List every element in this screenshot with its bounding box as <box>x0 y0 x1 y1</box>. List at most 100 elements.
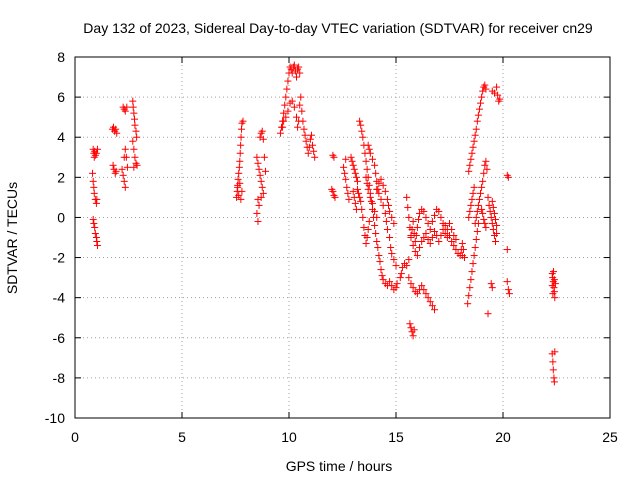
data-point <box>424 294 432 302</box>
x-tick-label: 5 <box>178 429 186 445</box>
data-point <box>93 145 101 153</box>
data-point <box>503 246 511 254</box>
data-point <box>118 165 126 173</box>
y-tick-label: 2 <box>57 169 65 185</box>
data-point <box>472 213 480 221</box>
data-point <box>284 107 292 115</box>
data-point <box>122 153 130 161</box>
data-point <box>437 213 445 221</box>
data-point <box>235 169 243 177</box>
data-point <box>477 189 485 197</box>
data-point <box>375 179 383 187</box>
data-point <box>377 175 385 183</box>
data-point <box>492 238 500 246</box>
data-point <box>464 300 472 308</box>
data-point <box>234 175 242 183</box>
data-point <box>371 161 379 169</box>
data-point <box>378 272 386 280</box>
data-point <box>345 195 353 203</box>
data-point <box>481 161 489 169</box>
data-point <box>479 177 487 185</box>
data-point <box>349 161 357 169</box>
data-point <box>470 252 478 260</box>
data-point <box>123 103 131 111</box>
data-point <box>330 153 338 161</box>
data-point <box>551 348 559 356</box>
data-point <box>431 306 439 314</box>
data-point <box>93 238 101 246</box>
data-point <box>349 187 357 195</box>
data-point <box>92 149 100 157</box>
data-point <box>357 121 365 129</box>
data-point <box>467 155 475 163</box>
data-point <box>478 205 486 213</box>
data-point <box>416 244 424 252</box>
data-point <box>388 282 396 290</box>
data-point <box>363 179 371 187</box>
data-point <box>435 207 443 215</box>
data-point <box>363 234 371 241</box>
data-point <box>355 189 363 197</box>
data-point <box>386 278 394 286</box>
data-point <box>488 219 496 227</box>
data-point <box>310 147 318 155</box>
data-point <box>496 95 504 103</box>
data-point <box>475 195 483 203</box>
y-tick-label: -8 <box>53 370 66 386</box>
data-point <box>420 207 428 215</box>
data-point <box>405 256 413 264</box>
data-point <box>257 193 265 201</box>
data-point <box>484 310 492 318</box>
data-point <box>466 284 474 292</box>
data-point <box>418 282 426 290</box>
data-point <box>465 292 473 300</box>
data-point <box>383 225 391 233</box>
data-point <box>460 254 468 262</box>
data-point <box>409 332 417 340</box>
data-point <box>386 207 394 215</box>
data-point <box>130 145 138 153</box>
data-point <box>379 276 387 284</box>
data-point <box>261 167 269 175</box>
plot-frame <box>74 56 611 419</box>
data-point <box>404 203 412 211</box>
data-point <box>109 161 117 169</box>
data-point <box>351 169 359 177</box>
data-point <box>549 358 557 366</box>
data-point <box>112 167 120 175</box>
data-point <box>379 181 387 189</box>
data-point <box>493 221 501 229</box>
data-point <box>129 97 137 105</box>
data-point <box>306 135 314 143</box>
data-point <box>297 93 305 101</box>
data-point <box>359 133 367 141</box>
data-point <box>480 169 488 177</box>
data-point <box>304 149 312 157</box>
data-point <box>550 276 558 284</box>
data-point <box>288 97 296 105</box>
data-point <box>253 209 261 217</box>
data-point <box>471 219 479 227</box>
data-point <box>477 99 485 107</box>
data-point <box>414 215 422 223</box>
data-point <box>474 111 482 119</box>
data-point <box>307 131 315 139</box>
data-points <box>89 61 559 386</box>
data-point <box>344 189 352 197</box>
data-point <box>311 153 319 161</box>
data-point <box>239 117 247 125</box>
data-point <box>300 125 308 133</box>
data-point <box>382 217 390 225</box>
axis-ticks: 0 5 10 15 20 25 -10 -8 -6 -4 -2 0 2 4 6 8 <box>45 49 618 445</box>
data-point <box>276 129 284 137</box>
data-point <box>481 219 489 227</box>
data-point <box>341 169 349 177</box>
data-point <box>550 268 558 276</box>
data-point <box>113 129 121 137</box>
data-point <box>133 133 141 141</box>
data-point <box>493 229 501 237</box>
data-point <box>343 183 351 191</box>
data-point <box>236 157 244 165</box>
data-point <box>485 201 493 209</box>
data-point <box>258 183 266 191</box>
